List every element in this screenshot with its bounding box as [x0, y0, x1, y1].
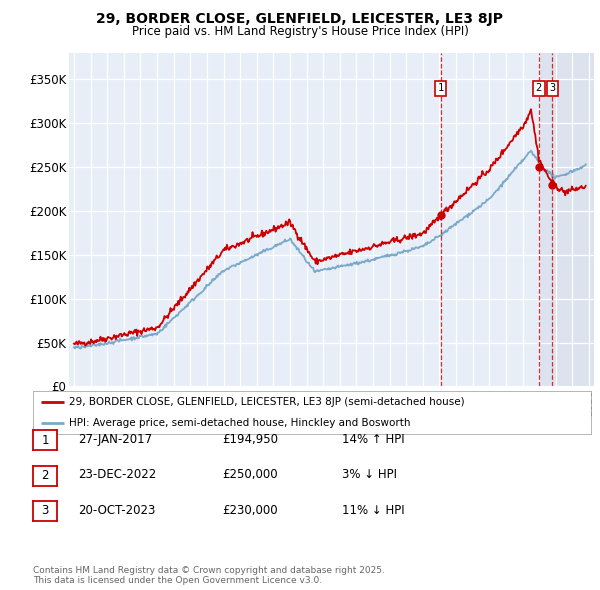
- Text: 14% ↑ HPI: 14% ↑ HPI: [342, 433, 404, 446]
- Text: 20-OCT-2023: 20-OCT-2023: [78, 504, 155, 517]
- Text: 1: 1: [437, 83, 444, 93]
- Text: £194,950: £194,950: [222, 433, 278, 446]
- Text: 1: 1: [41, 434, 49, 447]
- Text: 29, BORDER CLOSE, GLENFIELD, LEICESTER, LE3 8JP: 29, BORDER CLOSE, GLENFIELD, LEICESTER, …: [97, 12, 503, 26]
- Text: 3: 3: [41, 504, 49, 517]
- Text: £230,000: £230,000: [222, 504, 278, 517]
- Text: HPI: Average price, semi-detached house, Hinckley and Bosworth: HPI: Average price, semi-detached house,…: [69, 418, 411, 428]
- Text: Price paid vs. HM Land Registry's House Price Index (HPI): Price paid vs. HM Land Registry's House …: [131, 25, 469, 38]
- Text: 3: 3: [550, 83, 556, 93]
- Text: 2: 2: [41, 469, 49, 482]
- Text: 29, BORDER CLOSE, GLENFIELD, LEICESTER, LE3 8JP (semi-detached house): 29, BORDER CLOSE, GLENFIELD, LEICESTER, …: [69, 397, 465, 407]
- Text: 3% ↓ HPI: 3% ↓ HPI: [342, 468, 397, 481]
- Text: 11% ↓ HPI: 11% ↓ HPI: [342, 504, 404, 517]
- Text: 27-JAN-2017: 27-JAN-2017: [78, 433, 152, 446]
- Text: 2: 2: [536, 83, 542, 93]
- Text: Contains HM Land Registry data © Crown copyright and database right 2025.
This d: Contains HM Land Registry data © Crown c…: [33, 566, 385, 585]
- Bar: [539, 53, 594, 386]
- Text: £250,000: £250,000: [222, 468, 278, 481]
- Text: 23-DEC-2022: 23-DEC-2022: [78, 468, 156, 481]
